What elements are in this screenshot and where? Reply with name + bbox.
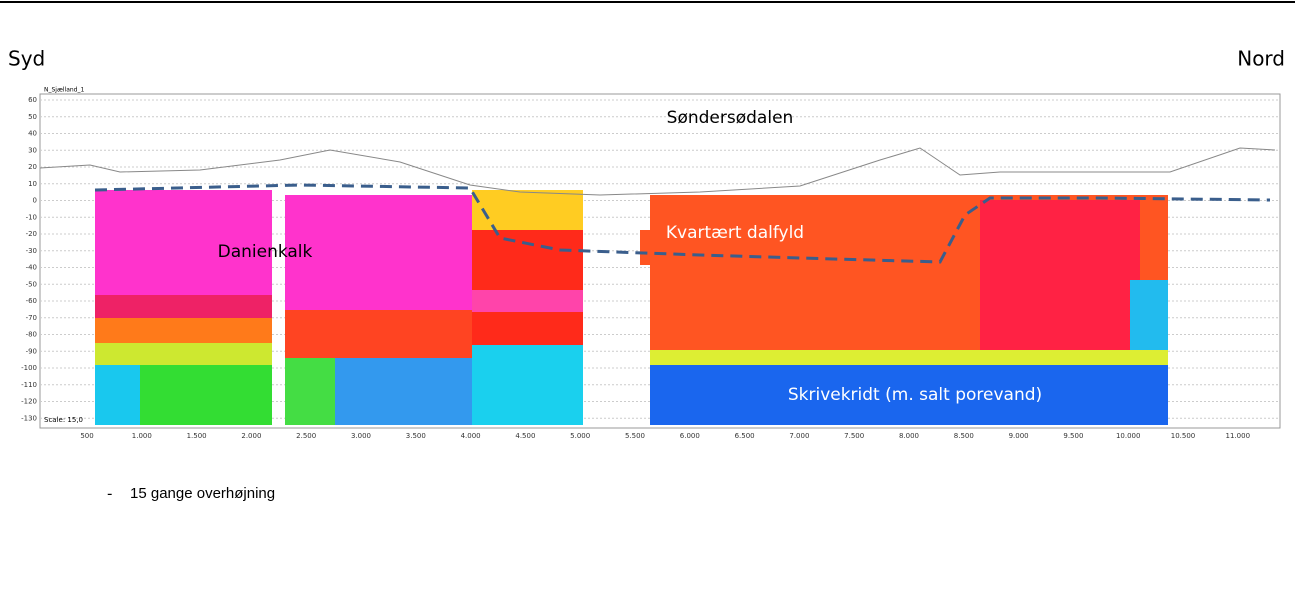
annotation: Kvartært dalfyld — [666, 223, 804, 243]
x-tick-label: 10.500 — [1171, 432, 1196, 440]
y-tick-label: -110 — [21, 381, 37, 389]
footnote-text: 15 gange overhøjning — [130, 485, 275, 502]
y-tick-label: -10 — [26, 213, 37, 221]
x-tick-label: 3.500 — [406, 432, 426, 440]
y-tick-label: -70 — [26, 314, 37, 322]
footnote-bullet: - — [107, 485, 112, 503]
y-tick-label: 20 — [28, 163, 37, 171]
y-tick-label: 10 — [28, 180, 37, 188]
x-tick-label: 10.000 — [1116, 432, 1141, 440]
x-tick-label: 5.500 — [625, 432, 645, 440]
x-tick-label: 6.500 — [735, 432, 755, 440]
x-tick-label: 9.500 — [1063, 432, 1083, 440]
x-tick-label: 5.000 — [570, 432, 590, 440]
x-tick-label: 7.500 — [844, 432, 864, 440]
x-tick-label: 1.000 — [132, 432, 152, 440]
y-tick-label: -30 — [26, 247, 37, 255]
profile-name: N_Sjælland_1 — [44, 87, 84, 94]
annotation: Søndersødalen — [667, 108, 794, 128]
y-tick-label: -130 — [21, 414, 37, 422]
direction-south: Syd — [8, 47, 45, 71]
scale-label: Scale: 15,0 — [44, 416, 83, 424]
annotation: Danienkalk — [218, 242, 313, 262]
y-tick-label: -100 — [21, 364, 37, 372]
y-tick-label: -40 — [26, 264, 37, 272]
y-tick-label: -50 — [26, 280, 37, 288]
x-tick-label: 7.000 — [789, 432, 809, 440]
y-tick-label: -60 — [26, 297, 37, 305]
x-tick-label: 500 — [80, 432, 93, 440]
x-tick-label: 3.000 — [351, 432, 371, 440]
y-tick-label: 60 — [28, 96, 37, 104]
y-tick-label: 40 — [28, 130, 37, 138]
x-tick-label: 4.500 — [515, 432, 535, 440]
y-tick-label: -120 — [21, 398, 37, 406]
x-tick-label: 4.000 — [461, 432, 481, 440]
x-tick-label: 2.000 — [241, 432, 261, 440]
y-tick-label: -20 — [26, 230, 37, 238]
y-tick-label: -80 — [26, 331, 37, 339]
x-tick-label: 6.000 — [680, 432, 700, 440]
direction-north: Nord — [1237, 47, 1285, 71]
x-tick-label: 9.000 — [1009, 432, 1029, 440]
x-tick-label: 8.500 — [954, 432, 974, 440]
y-tick-label: 50 — [28, 113, 37, 121]
y-tick-label: 30 — [28, 146, 37, 154]
y-tick-label: 0 — [33, 197, 37, 205]
slide: Syd Nord N_Sjælland_1 Scale: 15,0 Sønder… — [0, 0, 1295, 590]
x-tick-label: 1.500 — [187, 432, 207, 440]
x-tick-label: 11.000 — [1226, 432, 1251, 440]
x-tick-label: 8.000 — [899, 432, 919, 440]
page: Syd Nord N_Sjælland_1 Scale: 15,0 Sønder… — [0, 0, 1295, 590]
x-tick-label: 2.500 — [296, 432, 316, 440]
y-tick-label: -90 — [26, 347, 37, 355]
annotation: Skrivekridt (m. salt porevand) — [788, 385, 1042, 405]
